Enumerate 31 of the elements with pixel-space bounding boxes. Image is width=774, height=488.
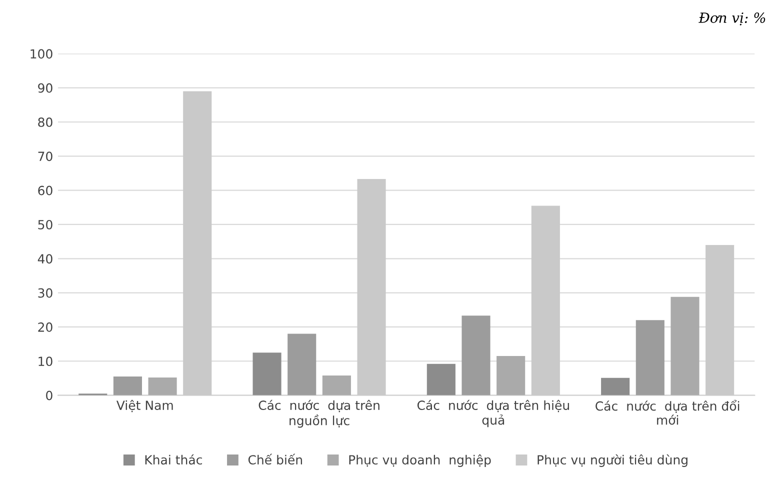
y-tick-label: 40 <box>38 254 52 264</box>
y-tick-label: 100 <box>30 49 52 59</box>
bar <box>288 334 316 396</box>
x-tick-label: Các nước dựa trên đổi mới <box>596 400 740 425</box>
y-tick-label: 0 <box>46 390 52 400</box>
y-tick-label: 60 <box>38 186 52 196</box>
legend-label: Chế biến <box>248 454 302 465</box>
legend-label: Phục vụ doanh nghiệp <box>349 454 491 467</box>
bar <box>670 296 700 396</box>
x-tick-label: Các nước dựa trên hiệu quả <box>417 400 569 428</box>
bar <box>113 376 142 396</box>
bar <box>496 356 526 396</box>
y-tick-label: 20 <box>38 322 52 332</box>
y-tick-label: 30 <box>38 288 52 298</box>
bar <box>426 364 456 396</box>
x-tick-label: Các nước dựa trên nguồn lực <box>258 400 380 428</box>
bar <box>252 352 282 396</box>
bar <box>322 375 351 396</box>
y-tick-label: 50 <box>38 220 52 230</box>
legend-label: Phục vụ người tiêu dùng <box>538 454 688 467</box>
y-tick-label: 70 <box>38 152 52 162</box>
legend-label: Khai thác <box>145 454 202 465</box>
bar <box>636 320 664 396</box>
y-tick-label: 10 <box>38 356 52 366</box>
bar <box>462 316 490 396</box>
y-tick-label: 80 <box>38 117 52 127</box>
bar <box>601 378 630 396</box>
bar <box>148 378 177 396</box>
y-tick-label: 90 <box>38 83 52 93</box>
text: Đơn vị: % <box>698 12 766 26</box>
x-tick-label: Việt Nam <box>116 400 173 412</box>
